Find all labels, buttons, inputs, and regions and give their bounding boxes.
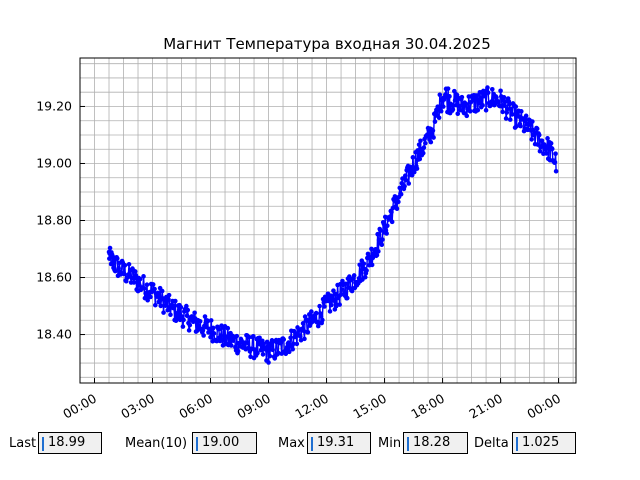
data-point (503, 99, 508, 104)
x-tick-label: 18:00 (408, 391, 447, 422)
x-tick-label: 06:00 (176, 391, 215, 422)
max-label: Max (278, 436, 305, 451)
series-segment (547, 144, 550, 159)
series-segment (280, 338, 284, 354)
data-point (186, 328, 192, 333)
data-point (148, 294, 153, 300)
y-tick-label: 19.20 (36, 98, 72, 113)
min-label: Min (378, 436, 402, 451)
data-point (494, 95, 499, 100)
data-point (337, 302, 342, 307)
x-tick-label: 00:00 (60, 391, 99, 422)
mean-value-field: 19.00 (192, 432, 257, 454)
chart-grid (80, 58, 576, 383)
data-point (181, 317, 186, 323)
data-point (447, 94, 452, 99)
data-point (283, 351, 289, 357)
delta-label: Delta (474, 436, 509, 451)
y-tick-label: 18.60 (36, 270, 72, 285)
text-cursor (516, 437, 518, 451)
series-segment (345, 283, 348, 299)
series-segment (224, 326, 227, 345)
x-tick-label: 00:00 (524, 391, 563, 422)
data-point (369, 262, 375, 268)
data-point (114, 256, 120, 261)
last-value: 18.99 (48, 435, 86, 450)
data-point (260, 352, 266, 357)
data-point (338, 292, 344, 297)
min-value-field: 18.28 (403, 432, 468, 454)
temperature-chart: Магнит Температура входная 30.04.2025 00… (36, 35, 577, 422)
data-point (339, 287, 345, 292)
data-point (187, 322, 193, 328)
x-tick-label: 09:00 (234, 391, 273, 422)
last-value-field: 18.99 (38, 432, 102, 454)
data-point (507, 101, 512, 107)
data-point (107, 245, 113, 251)
max-value: 19.31 (317, 435, 355, 450)
max-value-field: 19.31 (307, 432, 371, 454)
x-tick-label: 15:00 (350, 391, 389, 422)
data-point (168, 312, 173, 318)
x-tick-label: 03:00 (118, 391, 157, 422)
series-segment (439, 94, 442, 111)
data-point (294, 341, 300, 347)
data-point (459, 94, 465, 100)
series-segment (554, 153, 557, 172)
data-series (106, 85, 559, 365)
data-point (201, 333, 206, 338)
mean-label: Mean(10) (125, 436, 188, 451)
data-point (445, 86, 451, 91)
data-point (485, 85, 490, 90)
data-point (530, 119, 535, 124)
text-cursor (407, 437, 409, 451)
data-point (463, 101, 469, 107)
data-point (364, 268, 369, 273)
text-cursor (311, 437, 313, 451)
x-tick-label: 21:00 (466, 391, 505, 422)
y-tick-label: 18.80 (36, 213, 72, 228)
last-label: Last (9, 436, 37, 451)
data-point (320, 317, 325, 323)
x-tick-label: 12:00 (292, 391, 331, 422)
data-point (275, 350, 281, 356)
delta-value: 1.025 (522, 435, 560, 450)
data-point (266, 360, 271, 365)
y-tick-label: 19.00 (36, 155, 72, 170)
data-point (248, 354, 253, 360)
text-cursor (42, 437, 44, 451)
delta-value-field: 1.025 (512, 432, 576, 454)
data-point (302, 336, 307, 342)
y-tick-label: 18.40 (36, 327, 72, 342)
data-point (553, 168, 559, 174)
series-segment (361, 263, 364, 280)
data-point (180, 324, 186, 329)
text-cursor (196, 437, 198, 451)
mean-value: 19.00 (202, 435, 240, 450)
data-point (255, 350, 260, 356)
data-point (298, 337, 304, 343)
data-point (290, 346, 296, 352)
series-segment (414, 152, 418, 167)
chart-title: Магнит Температура входная 30.04.2025 (163, 35, 491, 53)
min-value: 18.28 (413, 435, 451, 450)
